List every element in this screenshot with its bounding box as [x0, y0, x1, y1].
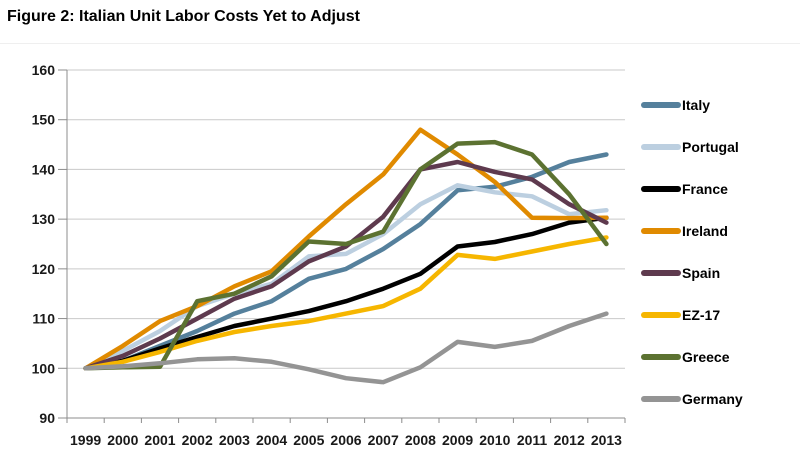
- legend-swatch-germany-icon: [641, 396, 681, 402]
- legend-label-italy: Italy: [682, 97, 711, 113]
- x-tick-label-2011: 2011: [517, 432, 548, 448]
- legend-item-france: France: [641, 179, 799, 199]
- y-tick-label-100: 100: [32, 360, 56, 376]
- series-line-france: [83, 215, 609, 371]
- legend-label-greece: Greece: [682, 349, 730, 365]
- x-tick-label-2000: 2000: [107, 432, 138, 448]
- x-tick-label-2005: 2005: [293, 432, 324, 448]
- legend-label-spain: Spain: [682, 265, 721, 281]
- legend-swatch-greece-icon: [641, 354, 681, 360]
- series-line-greece: [83, 139, 609, 371]
- legend-label-ireland: Ireland: [682, 223, 728, 239]
- legend-label-germany: Germany: [682, 391, 743, 407]
- legend-swatch-portugal-icon: [641, 144, 681, 150]
- legend-label-ez-17: EZ-17: [682, 307, 721, 323]
- series-line-germany: [83, 311, 609, 385]
- legend-item-ireland: Ireland: [641, 221, 799, 241]
- x-tick-label-2001: 2001: [144, 432, 175, 448]
- x-tick-label-2004: 2004: [256, 432, 287, 448]
- y-tick-label-130: 130: [32, 211, 56, 227]
- legend-swatch-france-icon: [641, 186, 681, 192]
- y-tick-label-120: 120: [32, 261, 56, 277]
- legend-swatch-italy-icon: [641, 102, 681, 108]
- legend-label-france: France: [682, 181, 728, 197]
- legend-item-greece: Greece: [641, 347, 799, 367]
- legend-swatch-spain-icon: [641, 270, 681, 276]
- legend-swatch-ireland-icon: [641, 228, 681, 234]
- y-tick-label-110: 110: [32, 311, 55, 327]
- series-line-portugal: [83, 183, 609, 371]
- legend-swatch-ez-17-icon: [641, 312, 681, 318]
- title-divider: [0, 43, 800, 44]
- x-tick-label-2006: 2006: [330, 432, 361, 448]
- figure-title: Figure 2: Italian Unit Labor Costs Yet t…: [7, 8, 360, 25]
- chart-legend: Italy Portugal France Ireland Spain EZ-17 Gree…: [641, 95, 799, 409]
- series-line-spain: [83, 159, 609, 371]
- y-tick-label-150: 150: [32, 112, 56, 128]
- legend-item-spain: Spain: [641, 263, 799, 283]
- legend-item-italy: Italy: [641, 95, 799, 115]
- series-line-ireland: [83, 127, 609, 371]
- legend-item-ez-17: EZ-17: [641, 305, 799, 325]
- legend-item-portugal: Portugal: [641, 137, 799, 157]
- x-tick-label-2010: 2010: [479, 432, 510, 448]
- legend-item-germany: Germany: [641, 389, 799, 409]
- x-tick-label-2002: 2002: [182, 432, 213, 448]
- x-tick-label-2009: 2009: [442, 432, 473, 448]
- y-tick-label-90: 90: [39, 410, 55, 426]
- x-tick-label-2007: 2007: [368, 432, 399, 448]
- legend-label-portugal: Portugal: [682, 139, 739, 155]
- x-tick-label-2013: 2013: [591, 432, 622, 448]
- y-tick-label-140: 140: [32, 161, 56, 177]
- x-tick-label-1999: 1999: [70, 432, 101, 448]
- x-tick-label-2012: 2012: [554, 432, 585, 448]
- x-tick-label-2003: 2003: [219, 432, 250, 448]
- x-tick-label-2008: 2008: [405, 432, 436, 448]
- y-tick-label-160: 160: [32, 62, 56, 78]
